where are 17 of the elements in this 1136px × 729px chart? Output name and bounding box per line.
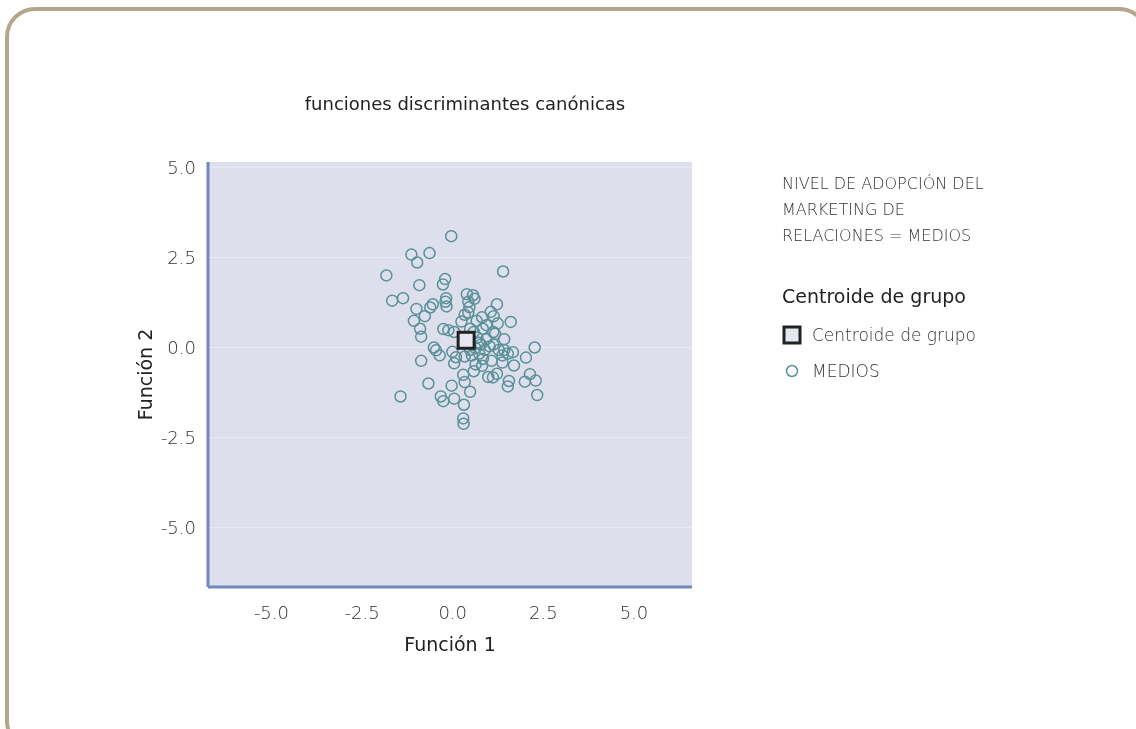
y-tick-label: -2.5 [160,426,196,448]
x-tick-label: 0.0 [438,602,468,623]
text: NIVEL DE ADOPCIÓN DEL MARKETING DE RELACIONES = MEDIOS [782,174,984,245]
x-tick-label: 2.5 [529,602,558,623]
x-tick-label: -2.5 [344,602,380,623]
y-tick-label: 0.0 [167,336,196,358]
y-tick-label: 5.0 [167,156,196,178]
x-tick-label: 5.0 [619,602,649,623]
y-axis-title: Función 2 [134,328,156,421]
y-tick-label: 2.5 [167,246,196,268]
legend-label: MEDIOS [812,360,880,381]
legend-title: Centroide de grupo [782,285,966,307]
x-axis-title: Función 1 [404,633,496,655]
y-tick-label: -5.0 [160,516,196,538]
chart-title: funciones discriminantes canónicas [304,93,626,114]
legend-label: Centroide de grupo [812,324,976,345]
x-tick-label: -5.0 [253,602,290,623]
